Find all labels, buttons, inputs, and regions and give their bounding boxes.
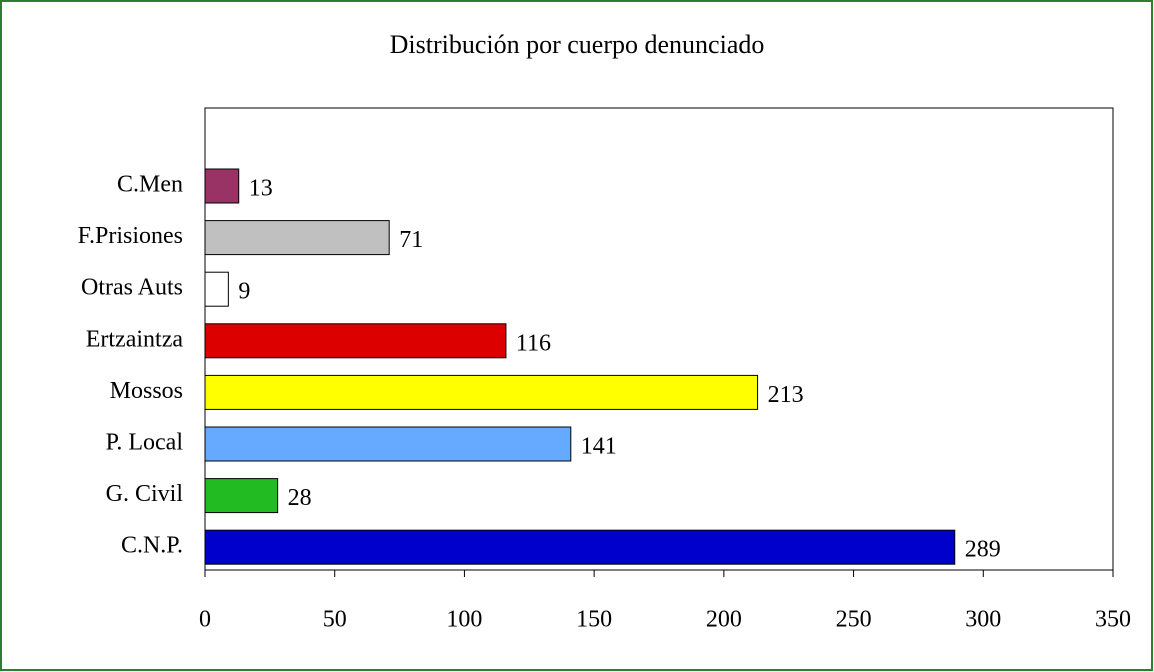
y-tick-label: Ertzaintza — [86, 326, 184, 352]
x-tick-label: 350 — [1095, 607, 1131, 633]
y-tick-label: F.Prisiones — [78, 223, 183, 249]
x-tick-label: 50 — [323, 607, 347, 633]
x-tick-label: 300 — [965, 607, 1001, 633]
chart-title: Distribución por cuerpo denunciado — [390, 30, 765, 59]
bar — [204, 529, 956, 565]
bar — [204, 220, 390, 256]
value-label: 13 — [249, 176, 273, 202]
bar — [204, 271, 229, 307]
y-tick-label: P. Local — [106, 430, 184, 456]
value-label: 141 — [581, 434, 617, 460]
x-tick-label: 200 — [706, 607, 742, 633]
y-tick-label: C.Men — [117, 172, 183, 198]
bar — [204, 168, 240, 204]
value-label: 71 — [399, 227, 423, 253]
y-tick-label: C.N.P. — [121, 533, 183, 559]
value-label: 9 — [238, 279, 250, 305]
x-tick-label: 150 — [576, 607, 612, 633]
bar — [204, 426, 572, 462]
y-tick-label: G. Civil — [106, 481, 184, 507]
value-label: 289 — [965, 537, 1001, 563]
bar — [204, 323, 507, 359]
bar — [204, 478, 279, 514]
x-tick-label: 250 — [836, 607, 872, 633]
value-label: 116 — [516, 330, 551, 356]
bar — [204, 374, 759, 410]
y-tick-label: Mossos — [110, 378, 183, 404]
value-label: 213 — [768, 382, 804, 408]
x-tick-label: 100 — [446, 607, 482, 633]
value-label: 28 — [288, 485, 312, 511]
x-tick-label: 0 — [199, 607, 211, 633]
y-tick-label: Otras Auts — [81, 275, 183, 301]
